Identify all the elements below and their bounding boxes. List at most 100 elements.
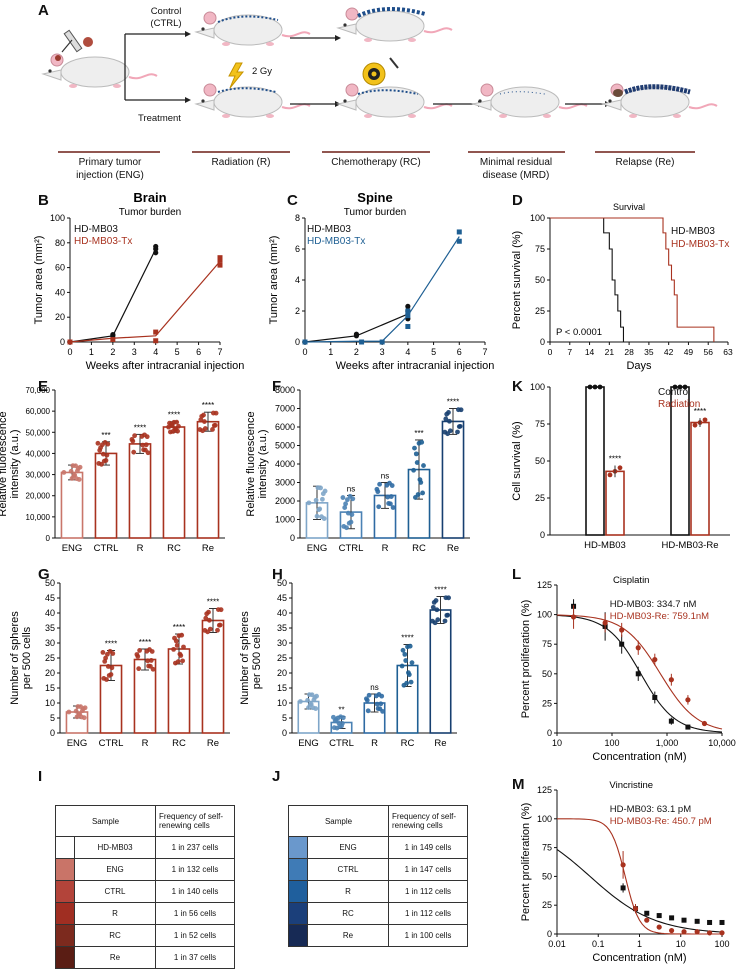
data-point [141, 447, 147, 453]
data-point [602, 620, 608, 626]
chemotherapy-icon [362, 57, 399, 86]
color-swatch [55, 858, 75, 881]
data-point [204, 611, 210, 617]
color-swatch [288, 924, 308, 947]
y-axis-label: Relative fluorescenceintensity (a.u.) [0, 411, 21, 516]
data-point [597, 384, 603, 390]
chart-title: Cisplatin [613, 575, 649, 586]
data-point [343, 501, 348, 507]
data-point [306, 705, 311, 710]
color-swatch [55, 880, 75, 903]
frequency-cell: 1 in 52 cells [155, 924, 235, 947]
data-point [202, 419, 207, 424]
data-point [701, 720, 708, 727]
data-point [443, 595, 449, 601]
frequency-cell: 1 in 147 cells [388, 858, 468, 881]
y-tick-label: 0 [290, 533, 295, 543]
data-point [137, 648, 143, 653]
y-tick-label: 30,000 [26, 471, 51, 480]
significance-label: ns [347, 484, 355, 493]
data-point [210, 427, 215, 432]
chart-title: Survival [613, 202, 645, 212]
data-point [302, 339, 308, 345]
data-point [305, 697, 310, 703]
table-j-header-sample: Sample [288, 805, 389, 837]
category-label: Re [447, 543, 459, 554]
x-tick-label: 4 [153, 347, 158, 357]
legend-entry: HD-MB03-Tx [307, 236, 365, 247]
y-tick-label: 75 [535, 419, 545, 429]
mouse-relapse-icon [602, 83, 718, 119]
step-engraftment: Primary tumor injection (ENG) [76, 157, 144, 181]
x-tick-label: 0 [67, 347, 72, 357]
data-point [456, 407, 461, 413]
panel-letter-k: K [512, 378, 523, 395]
data-point [174, 643, 180, 648]
legend-entry: HD-MB03-Tx [671, 239, 729, 250]
x-axis-label: Days [626, 360, 652, 372]
data-point [139, 434, 145, 439]
data-point [216, 622, 222, 628]
data-point [620, 862, 626, 868]
category-label: ENG [67, 738, 88, 749]
y-tick-label: 100 [50, 213, 65, 223]
data-point [132, 433, 138, 439]
y-tick-label: 8000 [275, 385, 295, 395]
data-point [644, 917, 650, 923]
y-tick-label: 40 [277, 608, 287, 618]
data-point [95, 440, 101, 446]
x-tick-label: 7 [217, 347, 222, 357]
data-point [682, 384, 688, 390]
step-radiation: Radiation (R) [211, 157, 271, 168]
legend-entry: HD-MB03-Tx [74, 236, 132, 247]
data-point [417, 477, 423, 483]
significance-label: **** [447, 398, 459, 407]
data-point [364, 696, 369, 702]
y-tick-label: 20 [277, 668, 287, 678]
sample-cell: HD-MB03 [74, 836, 156, 859]
data-point [146, 663, 152, 669]
category-label: CTRL [94, 543, 119, 554]
y-tick-label: 20 [45, 668, 55, 678]
data-point [719, 930, 725, 936]
data-point [215, 627, 220, 633]
data-point [347, 493, 353, 499]
data-point [412, 445, 417, 451]
data-point [632, 906, 639, 912]
chart-title: Brain [133, 190, 166, 205]
color-swatch [55, 836, 75, 859]
data-point [211, 410, 216, 416]
x-tick-label: 3 [380, 347, 385, 357]
data-point [405, 308, 411, 314]
data-point [331, 714, 336, 720]
data-point [444, 411, 450, 417]
color-swatch [288, 902, 308, 925]
data-point [75, 704, 81, 709]
data-point [681, 929, 687, 935]
y-tick-label: 50 [45, 578, 55, 588]
data-point [644, 910, 650, 916]
data-point [656, 913, 662, 919]
x-tick-label: 6 [196, 347, 201, 357]
data-point [101, 676, 107, 681]
y-tick-label: 8 [295, 213, 300, 223]
data-point [619, 641, 625, 647]
data-point [316, 507, 322, 513]
y-tick-label: 100 [530, 213, 545, 223]
chart-m-vincristine: 0 25 50 75 100 125 0.01 0.1 1 10 100 Concentration … [520, 780, 730, 964]
x-tick-label: 10,000 [708, 738, 736, 748]
data-point [635, 671, 641, 677]
chart-f-fluorescence: 0 1000 2000 3000 4000 5000 6000 7000 8000 Relativ… [245, 385, 470, 554]
frequency-cell: 1 in 112 cells [388, 902, 468, 925]
category-label: RC [167, 543, 181, 554]
y-axis-label: Percent proliferation (%) [520, 600, 532, 719]
data-point [447, 418, 452, 424]
data-point [668, 718, 674, 724]
category-label: HD-MB03 [584, 540, 626, 551]
sample-cell: RC [307, 902, 389, 925]
y-axis-label: Tumor area (mm²) [33, 236, 45, 325]
data-point [181, 644, 186, 650]
data-point [656, 924, 662, 930]
bar [94, 452, 118, 539]
data-point [587, 384, 593, 390]
